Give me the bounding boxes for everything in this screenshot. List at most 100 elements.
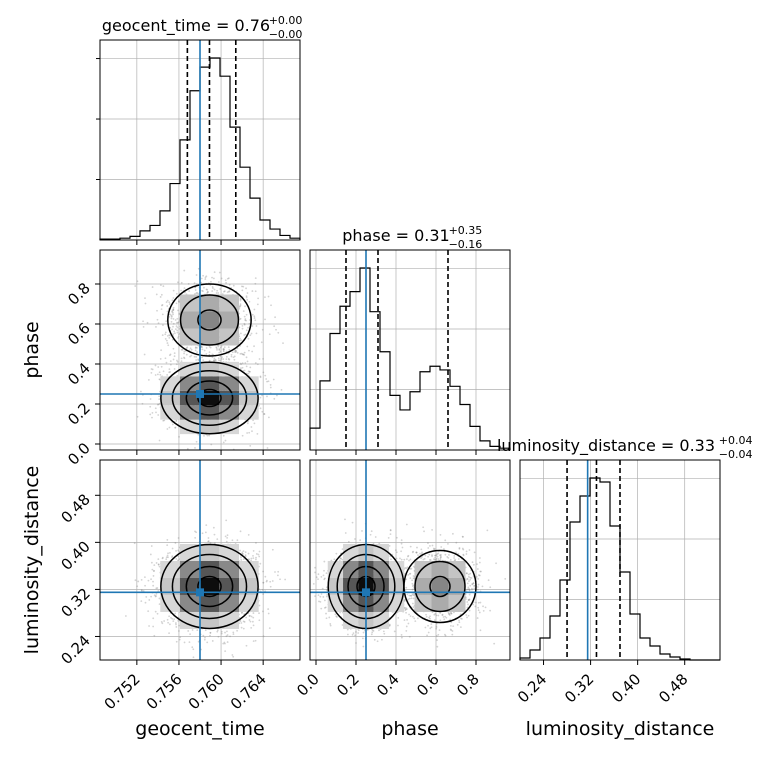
sample-point bbox=[172, 289, 175, 292]
sample-point bbox=[153, 594, 156, 597]
sample-point bbox=[217, 357, 220, 360]
sample-point bbox=[175, 325, 178, 328]
sample-point bbox=[222, 358, 225, 360]
sample-point bbox=[222, 434, 225, 437]
sample-point bbox=[180, 360, 183, 363]
sample-point bbox=[156, 403, 159, 406]
sample-point bbox=[267, 295, 270, 298]
sample-point bbox=[217, 292, 220, 294]
sample-point bbox=[168, 615, 171, 618]
sample-point bbox=[220, 632, 223, 635]
sample-point bbox=[245, 313, 248, 316]
sample-point bbox=[177, 620, 180, 622]
sample-point bbox=[144, 601, 147, 604]
sample-point bbox=[171, 338, 174, 341]
sample-point bbox=[207, 540, 210, 543]
sample-point bbox=[177, 555, 180, 558]
sample-point bbox=[224, 642, 226, 645]
sample-point bbox=[149, 405, 152, 408]
sample-point bbox=[174, 542, 177, 544]
sample-point bbox=[150, 595, 152, 598]
sample-point bbox=[172, 325, 174, 328]
sample-point bbox=[188, 641, 191, 644]
sample-point bbox=[155, 595, 157, 597]
sample-point bbox=[272, 378, 275, 381]
sample-point bbox=[277, 331, 280, 334]
sample-point bbox=[249, 366, 252, 369]
sample-point bbox=[151, 411, 154, 414]
sample-point bbox=[187, 630, 190, 632]
sample-point bbox=[239, 352, 242, 355]
sample-point bbox=[140, 578, 143, 581]
sample-point bbox=[178, 300, 180, 303]
sample-point bbox=[264, 318, 266, 321]
sample-point bbox=[266, 395, 268, 398]
sample-point bbox=[246, 360, 249, 363]
sample-point bbox=[152, 575, 155, 577]
sample-point bbox=[177, 281, 179, 284]
sample-point bbox=[166, 342, 169, 344]
sample-point bbox=[177, 537, 180, 539]
sample-point bbox=[175, 557, 178, 560]
sample-point bbox=[250, 426, 253, 428]
sample-point bbox=[268, 416, 270, 419]
sample-point bbox=[232, 284, 235, 287]
sample-point bbox=[250, 627, 253, 629]
sample-point bbox=[219, 346, 222, 349]
sample-point bbox=[179, 636, 182, 639]
sample-point bbox=[240, 352, 243, 355]
sample-point bbox=[195, 274, 198, 276]
sample-point bbox=[173, 332, 176, 335]
sample-point bbox=[206, 288, 209, 291]
sample-point bbox=[242, 285, 245, 288]
sample-point bbox=[195, 356, 198, 358]
sample-point bbox=[163, 620, 166, 622]
sample-point bbox=[254, 319, 257, 322]
sample-point bbox=[171, 556, 173, 559]
sample-point bbox=[158, 603, 161, 606]
sample-point bbox=[214, 359, 217, 361]
sample-point bbox=[162, 370, 165, 373]
sample-point bbox=[189, 633, 191, 636]
sample-point bbox=[172, 313, 174, 316]
sample-point bbox=[194, 347, 197, 349]
sample-point bbox=[259, 562, 262, 565]
density-cell bbox=[199, 311, 220, 329]
sample-point bbox=[218, 351, 221, 354]
sample-point bbox=[144, 297, 146, 300]
sample-point bbox=[162, 419, 165, 422]
sample-point bbox=[167, 344, 170, 347]
sample-point bbox=[186, 447, 189, 450]
sample-point bbox=[239, 303, 242, 306]
sample-point bbox=[150, 368, 153, 370]
sample-point bbox=[273, 397, 276, 400]
sample-point bbox=[197, 292, 199, 295]
sample-point bbox=[262, 371, 265, 374]
sample-point bbox=[226, 534, 229, 537]
sample-point bbox=[177, 321, 180, 324]
sample-point bbox=[233, 355, 236, 358]
sample-point bbox=[170, 315, 173, 318]
sample-point bbox=[194, 289, 197, 291]
sample-point bbox=[222, 441, 225, 444]
sample-point bbox=[228, 348, 231, 351]
sample-point bbox=[262, 581, 265, 584]
sample-point bbox=[168, 426, 171, 429]
density-cell bbox=[179, 405, 200, 420]
sample-point bbox=[246, 345, 249, 348]
density-cell bbox=[179, 376, 200, 391]
sample-point bbox=[164, 331, 167, 334]
sample-point bbox=[228, 290, 231, 293]
contour bbox=[185, 380, 234, 416]
sample-point bbox=[243, 322, 246, 325]
sample-point bbox=[240, 298, 242, 301]
sample-point bbox=[194, 536, 197, 539]
sample-point bbox=[158, 565, 161, 568]
sample-point bbox=[176, 359, 178, 362]
sample-point bbox=[172, 308, 175, 311]
sample-point bbox=[165, 556, 168, 559]
sample-point bbox=[203, 435, 205, 437]
sample-point bbox=[213, 359, 215, 362]
sample-point bbox=[160, 620, 163, 623]
sample-point bbox=[166, 539, 169, 541]
